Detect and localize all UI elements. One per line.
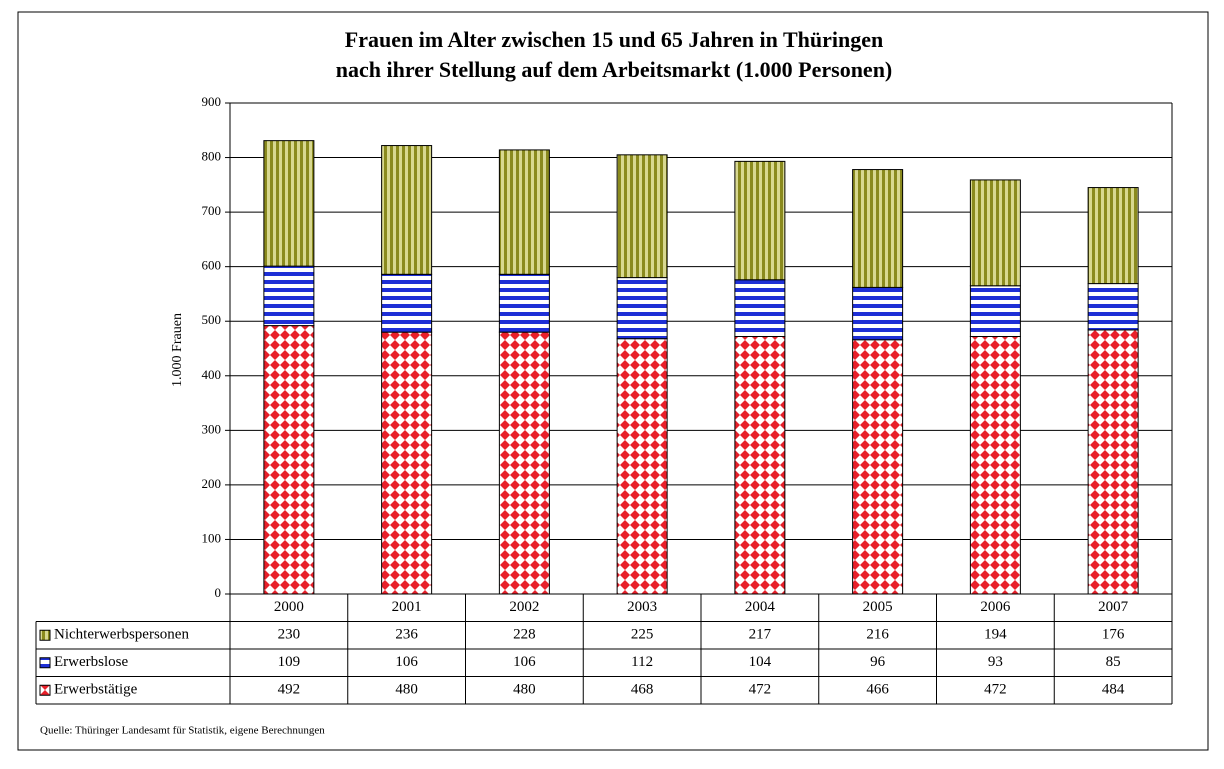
bar-segment [263, 140, 315, 267]
bar-segment [263, 265, 315, 327]
bar-segment [852, 339, 904, 595]
bar-segment [1087, 187, 1139, 285]
table-cell: 194 [984, 627, 1007, 643]
legend-swatch [39, 629, 51, 641]
table-cell: 106 [513, 654, 536, 670]
chart-title: nach ihrer Stellung auf dem Arbeitsmarkt… [336, 57, 893, 82]
bar-segment [616, 277, 668, 340]
x-tick-label: 2001 [392, 599, 422, 615]
bar-segment [734, 160, 786, 281]
table-cell: 85 [1106, 654, 1121, 670]
bar-segment [263, 325, 315, 595]
bar-segment [498, 273, 550, 333]
table-cell: 104 [749, 654, 772, 670]
bar-segment [852, 169, 904, 288]
y-tick-label: 900 [202, 94, 222, 109]
y-axis-label: 1.000 Frauen [170, 313, 185, 387]
table-cell: 225 [631, 627, 654, 643]
bar-segment [734, 279, 786, 337]
table-cell: 176 [1102, 627, 1125, 643]
y-tick-label: 700 [202, 203, 222, 218]
legend-label: Erwerbstätige [54, 682, 138, 698]
bar-segment [1087, 283, 1139, 331]
bar-segment [381, 273, 433, 333]
bar-segment [381, 331, 433, 595]
legend-swatch [39, 657, 51, 669]
x-tick-label: 2000 [274, 599, 304, 615]
x-tick-label: 2006 [980, 599, 1011, 615]
table-cell: 106 [395, 654, 418, 670]
table-cell: 96 [870, 654, 886, 670]
table-cell: 472 [984, 682, 1007, 698]
table-cell: 484 [1102, 682, 1125, 698]
bar-segment [498, 331, 550, 595]
bar-segment [969, 179, 1021, 287]
source: Quelle: Thüringer Landesamt für Statisti… [40, 725, 325, 737]
x-tick-label: 2005 [863, 599, 893, 615]
bar-segment [969, 285, 1021, 337]
chart-frame [17, 11, 1209, 751]
y-tick-label: 0 [215, 585, 222, 600]
table-cell: 112 [631, 654, 653, 670]
legend-label: Erwerbslose [54, 654, 128, 670]
bar-segment [734, 335, 786, 595]
y-tick-label: 600 [202, 258, 222, 273]
table-cell: 480 [513, 682, 536, 698]
bar-segment [852, 286, 904, 341]
y-tick-label: 500 [202, 312, 222, 327]
table-cell: 109 [278, 654, 301, 670]
bar-segment [616, 338, 668, 595]
x-tick-label: 2003 [627, 599, 657, 615]
y-tick-label: 100 [202, 530, 222, 545]
y-tick-label: 300 [202, 421, 222, 436]
bar-segment [498, 149, 550, 275]
x-tick-label: 2007 [1098, 599, 1129, 615]
bar-segment [969, 335, 1021, 595]
table-cell: 466 [866, 682, 889, 698]
legend-label: Nichterwerbspersonen [54, 627, 189, 643]
table-cell: 217 [749, 627, 772, 643]
table-cell: 228 [513, 627, 536, 643]
table-cell: 472 [749, 682, 772, 698]
y-tick-label: 400 [202, 367, 222, 382]
table-cell: 492 [278, 682, 301, 698]
bar-segment [381, 145, 433, 275]
x-tick-label: 2004 [745, 599, 776, 615]
bar-segment [616, 154, 668, 279]
table-cell: 216 [866, 627, 889, 643]
table-cell: 93 [988, 654, 1003, 670]
table-cell: 236 [395, 627, 418, 643]
table-cell: 468 [631, 682, 654, 698]
table-cell: 230 [278, 627, 301, 643]
y-tick-label: 200 [202, 476, 222, 491]
y-tick-label: 800 [202, 149, 222, 164]
table-cell: 480 [395, 682, 418, 698]
x-tick-label: 2002 [509, 599, 539, 615]
chart-title: Frauen im Alter zwischen 15 und 65 Jahre… [345, 27, 883, 52]
legend-swatch [39, 684, 51, 696]
bar-segment [1087, 329, 1139, 595]
